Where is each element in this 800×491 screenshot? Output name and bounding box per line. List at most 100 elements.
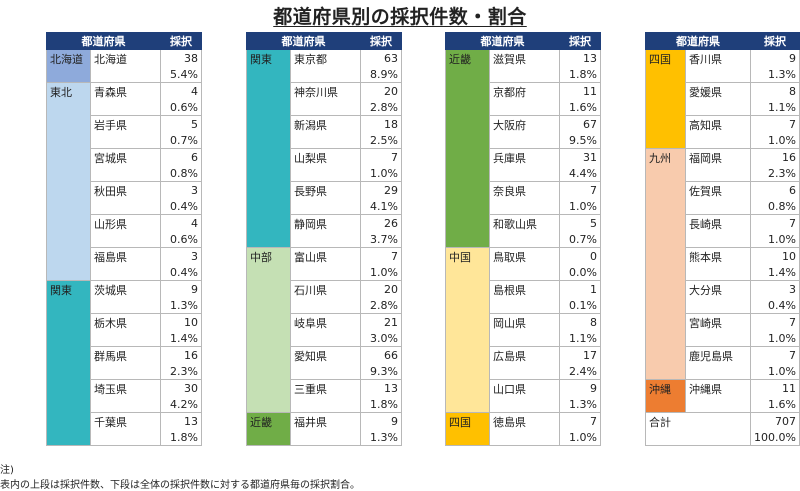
adoption-percent: 4.2% <box>160 396 202 413</box>
prefecture-name: 神奈川県 <box>290 82 361 116</box>
table-row: 8.9% <box>247 66 402 83</box>
table-row: 2.8% <box>247 99 402 116</box>
header-count: 採択 <box>559 32 601 50</box>
prefecture-name: 愛媛県 <box>685 82 752 116</box>
adoption-count: 10 <box>750 247 800 264</box>
prefecture-name: 岐阜県 <box>290 313 361 347</box>
table-row: 9.3% <box>247 363 402 380</box>
table-row: 静岡県 26 <box>247 214 402 248</box>
total-percent: 100.0% <box>750 429 800 446</box>
table-row: 宮崎県 7 <box>646 313 800 347</box>
table-row: 関東 茨城県 9 <box>46 280 202 446</box>
table-row: 1.0% <box>646 132 800 149</box>
total-row: 合計 707 <box>644 412 800 446</box>
prefecture-name: 静岡県 <box>290 214 361 248</box>
table-row: 三重県 13 <box>247 379 402 413</box>
prefecture-name: 大阪府 <box>489 115 560 149</box>
table-row: 中国 鳥取県 0 <box>445 247 601 413</box>
adoption-count: 7 <box>360 148 402 165</box>
table-row: 兵庫県 31 <box>446 148 601 182</box>
table-row: 長崎県 7 <box>646 214 800 248</box>
prefecture-name: 岡山県 <box>489 313 560 347</box>
table-row: 1.8% <box>247 396 402 413</box>
adoption-count: 20 <box>360 280 402 297</box>
adoption-count: 5 <box>160 115 202 132</box>
prefecture-table-4: 都道府県 採択 四国 香川県 9 1.3% 愛媛県 8 1.1% 高知県 7 1.0% 九州 福岡県 16 2… <box>644 32 800 446</box>
header-count: 採択 <box>160 32 202 50</box>
table-row: 2.8% <box>247 297 402 314</box>
prefecture-name: 宮崎県 <box>685 313 752 347</box>
adoption-count: 3 <box>160 181 202 198</box>
adoption-count: 4 <box>160 82 202 99</box>
adoption-count: 17 <box>559 346 601 363</box>
adoption-percent: 0.7% <box>559 231 601 248</box>
adoption-count: 9 <box>160 280 202 297</box>
region-cell: 四国 <box>445 412 490 446</box>
adoption-percent: 0.1% <box>559 297 601 314</box>
adoption-percent: 9.5% <box>559 132 601 149</box>
adoption-percent: 1.0% <box>559 198 601 215</box>
total-count: 707 <box>750 412 800 429</box>
adoption-count: 66 <box>360 346 402 363</box>
header-count: 採択 <box>360 32 402 50</box>
prefecture-name: 奈良県 <box>489 181 560 215</box>
table-row: 近畿 福井県 9 <box>246 412 402 446</box>
adoption-count: 67 <box>559 115 601 132</box>
adoption-percent: 1.0% <box>559 429 601 446</box>
adoption-count: 6 <box>750 181 800 198</box>
adoption-count: 7 <box>559 181 601 198</box>
adoption-percent: 8.9% <box>360 66 402 83</box>
prefecture-name: 秋田県 <box>90 181 161 215</box>
prefecture-name: 和歌山県 <box>489 214 560 248</box>
prefecture-name: 栃木県 <box>90 313 161 347</box>
table-row: 0.4% <box>47 264 202 281</box>
header-prefecture: 都道府県 <box>46 32 161 50</box>
adoption-percent: 3.0% <box>360 330 402 347</box>
prefecture-name: 山形県 <box>90 214 161 248</box>
adoption-percent: 4.4% <box>559 165 601 182</box>
prefecture-name: 鹿児島県 <box>685 346 752 380</box>
prefecture-table-2: 都道府県 採択 関東 東京都 63 8.9% 神奈川県 20 2.8% 新潟県 18 2.5% 山梨県 7… <box>246 32 402 446</box>
adoption-count: 9 <box>750 49 800 66</box>
adoption-percent: 2.3% <box>160 363 202 380</box>
adoption-percent: 1.0% <box>750 231 800 248</box>
adoption-percent: 1.0% <box>360 264 402 281</box>
table-row: 熊本県 10 <box>646 247 800 281</box>
adoption-percent: 0.8% <box>750 198 800 215</box>
prefecture-name: 滋賀県 <box>489 49 560 83</box>
prefecture-name: 富山県 <box>290 247 361 281</box>
table-row: 佐賀県 6 <box>646 181 800 215</box>
prefecture-table-1: 都道府県 採択 北海道 北海道 38 5.4% 東北 青森県 4 0.6% 岩手県 5 0.7% 宮城県 6… <box>46 32 202 446</box>
adoption-percent: 1.3% <box>360 429 402 446</box>
adoption-percent: 1.3% <box>559 396 601 413</box>
adoption-count: 11 <box>750 379 800 396</box>
table-row: 広島県 17 <box>446 346 601 380</box>
table-row: 2.3% <box>47 363 202 380</box>
adoption-percent: 5.4% <box>160 66 202 83</box>
prefecture-name: 長野県 <box>290 181 361 215</box>
adoption-percent: 1.3% <box>160 297 202 314</box>
table-row: 1.6% <box>446 99 601 116</box>
region-cell: 東北 <box>46 82 91 281</box>
adoption-count: 5 <box>559 214 601 231</box>
adoption-percent: 1.0% <box>360 165 402 182</box>
adoption-percent: 1.0% <box>750 330 800 347</box>
adoption-percent: 1.0% <box>750 132 800 149</box>
region-cell: 九州 <box>644 148 687 380</box>
region-cell: 四国 <box>644 49 687 149</box>
table-row: 0.6% <box>47 99 202 116</box>
region-cell: 近畿 <box>445 49 490 248</box>
prefecture-name: 兵庫県 <box>489 148 560 182</box>
adoption-percent: 0.4% <box>750 297 800 314</box>
table-row: 鹿児島県 7 <box>646 346 800 380</box>
adoption-count: 7 <box>750 214 800 231</box>
header-prefecture: 都道府県 <box>445 32 560 50</box>
prefecture-name: 青森県 <box>90 82 161 116</box>
adoption-percent: 1.8% <box>160 429 202 446</box>
adoption-count: 3 <box>160 247 202 264</box>
prefecture-name: 福井県 <box>290 412 361 446</box>
adoption-count: 38 <box>160 49 202 66</box>
region-cell: 中部 <box>246 247 291 413</box>
note-label: 注) <box>0 465 14 476</box>
table-row: 和歌山県 5 <box>446 214 601 248</box>
